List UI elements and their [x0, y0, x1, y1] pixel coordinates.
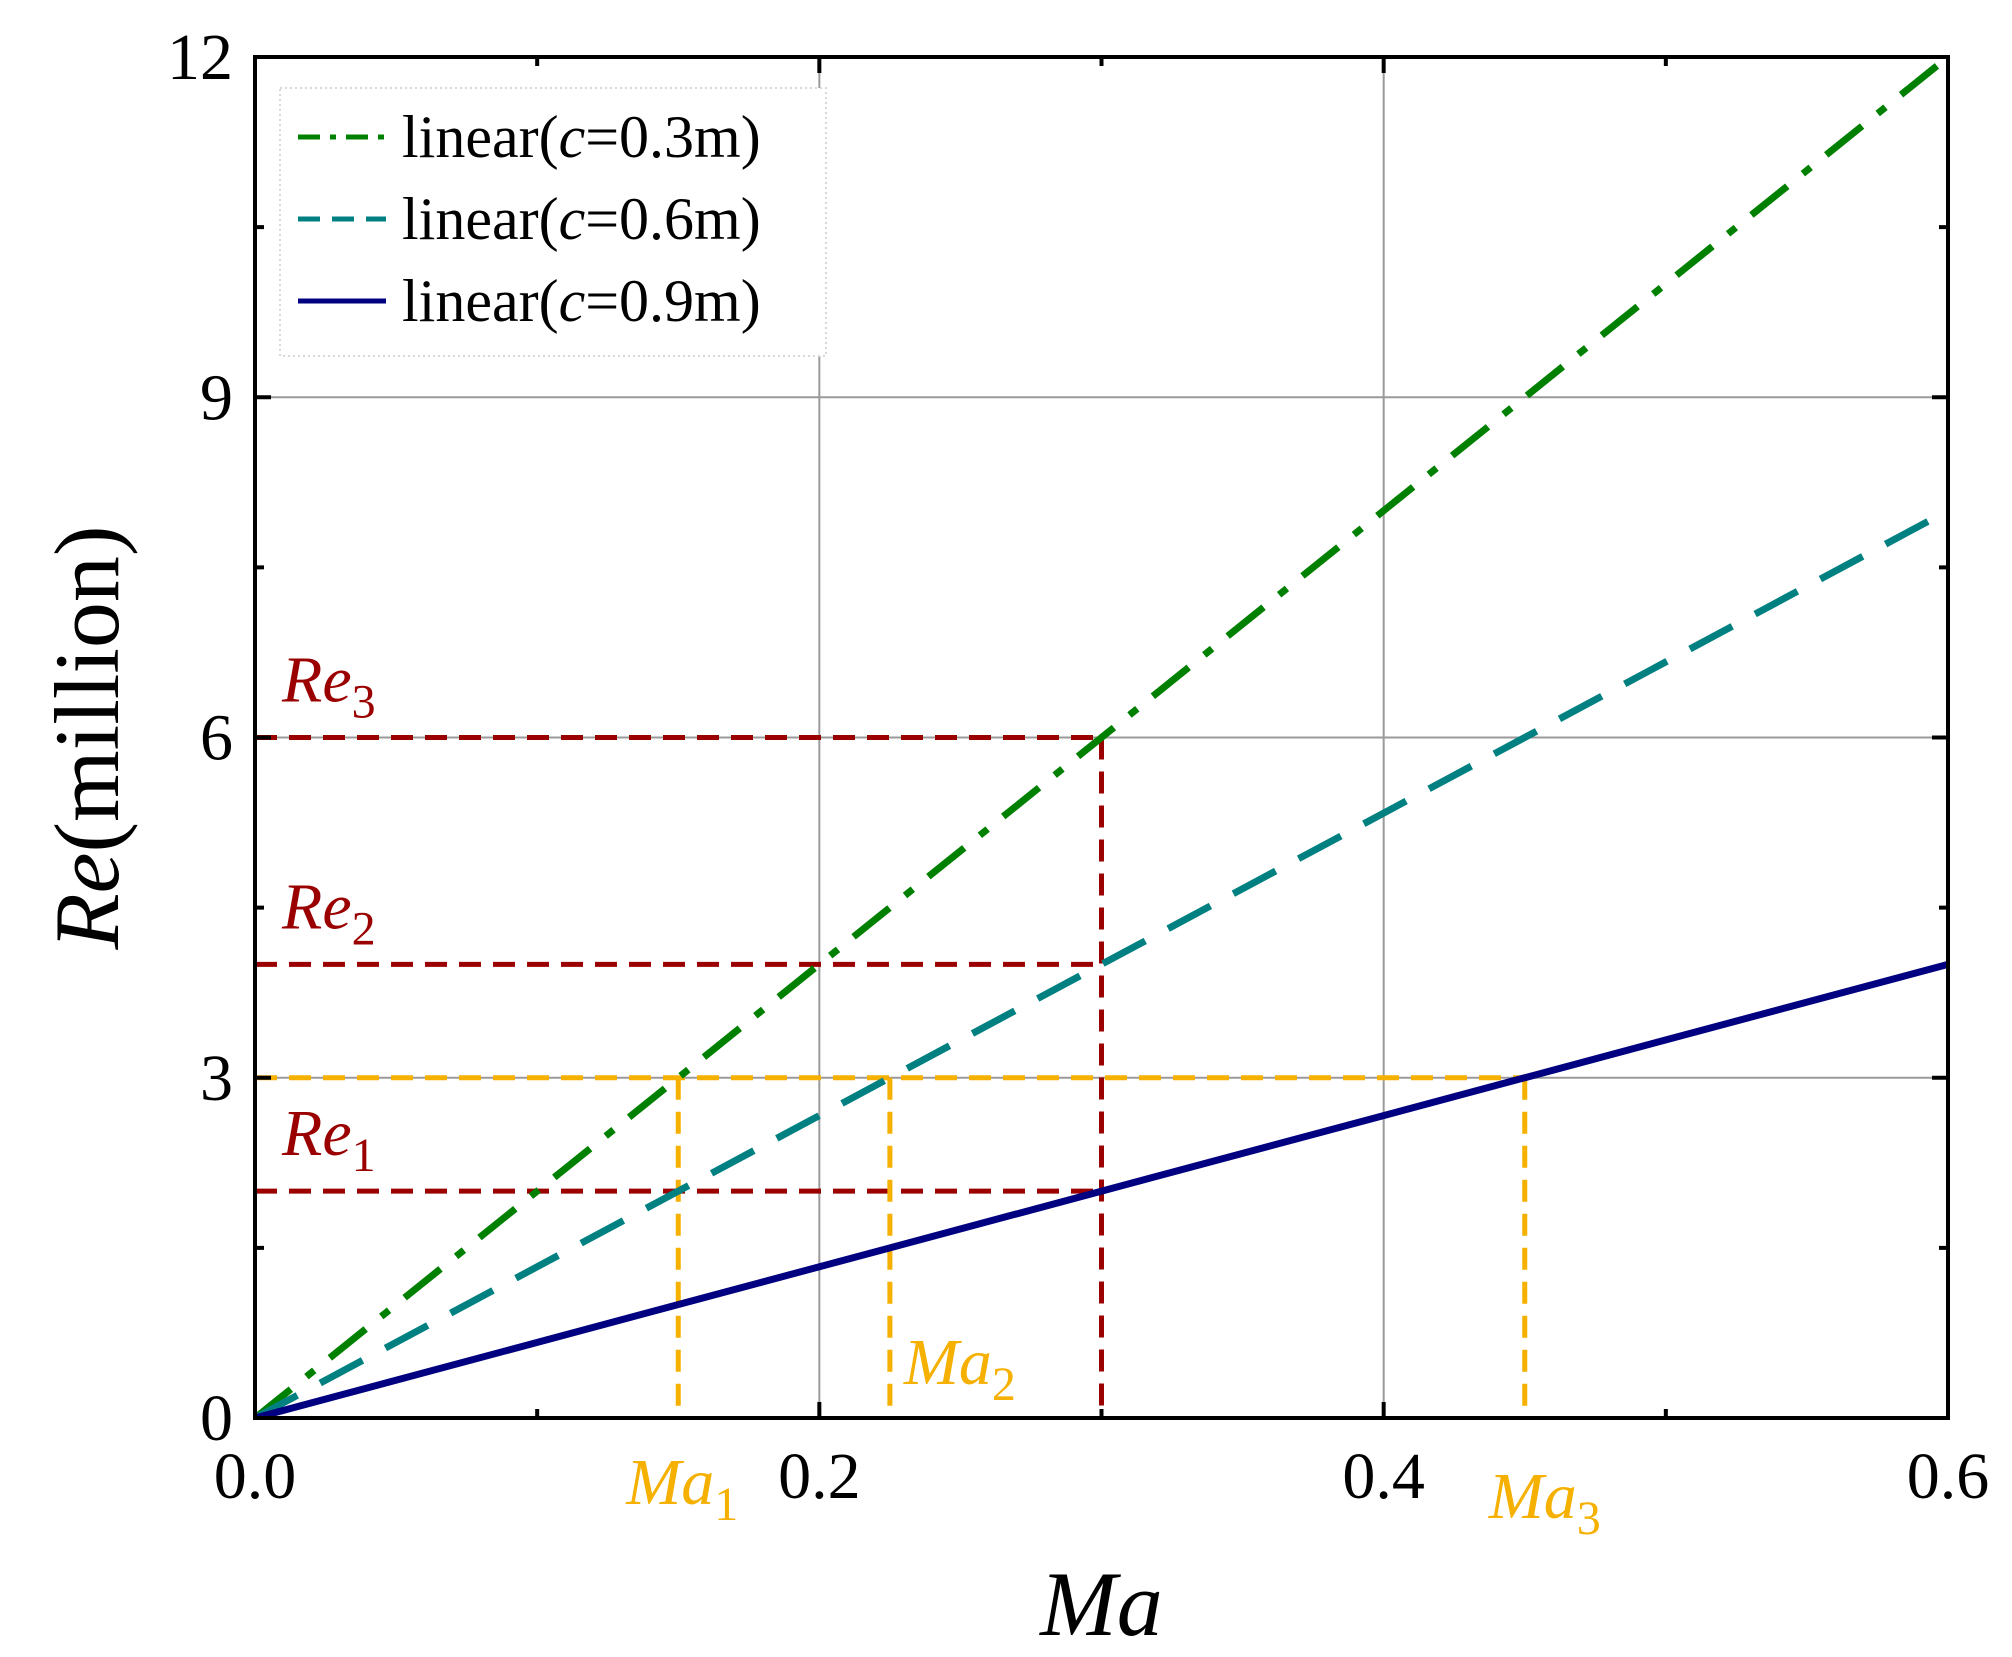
legend-label-suffix: =0.3m): [585, 104, 761, 170]
legend-box: [279, 87, 827, 357]
series-line: [255, 57, 1948, 1418]
legend-label: linear(c=0.6m): [402, 186, 761, 252]
annotation-base: Re: [281, 1097, 352, 1170]
annotation-base: Ma: [625, 1446, 714, 1519]
legend-label: linear(c=0.3m): [402, 104, 761, 170]
annotation-base: Re: [281, 870, 352, 943]
annotation-base: Ma: [1488, 1460, 1577, 1533]
ma-annotation: Ma3: [1488, 1460, 1601, 1545]
y-axis-title-variable: Re: [36, 853, 138, 951]
re-annotation: Re1: [281, 1097, 376, 1182]
y-tick-label: 3: [200, 1042, 233, 1115]
re-annotation: Re3: [281, 644, 376, 729]
annotation-base: Re: [281, 644, 352, 717]
legend-label-prefix: linear(: [402, 268, 559, 334]
annotation-base: Ma: [903, 1326, 992, 1399]
y-axis-title: Re(million): [36, 525, 138, 950]
ma-annotation: Ma1: [625, 1446, 738, 1531]
series-line: [255, 507, 1948, 1418]
legend: linear(c=0.3m)linear(c=0.6m)linear(c=0.9…: [279, 87, 827, 357]
annotation-subscript: 1: [352, 1129, 376, 1182]
legend-label-variable: c: [559, 104, 586, 170]
legend-label-variable: c: [559, 268, 586, 334]
annotation-subscript: 3: [1577, 1492, 1601, 1545]
y-tick-label: 9: [200, 361, 233, 434]
y-tick-label: 0: [200, 1382, 233, 1455]
ma-annotation: Ma2: [903, 1326, 1016, 1411]
series-line: [255, 960, 1948, 1418]
x-axis-title: Ma: [1038, 1553, 1163, 1655]
annotation-subscript: 2: [352, 902, 376, 955]
re-annotation: Re2: [281, 870, 376, 955]
annotation-subscript: 3: [352, 676, 376, 729]
legend-label-suffix: =0.9m): [585, 268, 761, 334]
annotation-subscript: 2: [992, 1358, 1016, 1411]
y-tick-label: 6: [200, 702, 233, 775]
legend-label-suffix: =0.6m): [585, 186, 761, 252]
axis-ticks: [253, 55, 1950, 1420]
y-tick-label: 12: [167, 21, 233, 94]
x-tick-label: 0.6: [1907, 1440, 1990, 1513]
x-tick-label: 0.0: [214, 1440, 297, 1513]
legend-label-prefix: linear(: [402, 104, 559, 170]
x-tick-label: 0.2: [778, 1440, 861, 1513]
series-lines: [255, 57, 1948, 1418]
legend-label: linear(c=0.9m): [402, 268, 761, 334]
y-axis-title-unit: (million): [36, 525, 138, 852]
legend-label-variable: c: [559, 186, 586, 252]
annotation-subscript: 1: [714, 1478, 738, 1531]
legend-label-prefix: linear(: [402, 186, 559, 252]
x-tick-label: 0.4: [1342, 1440, 1425, 1513]
